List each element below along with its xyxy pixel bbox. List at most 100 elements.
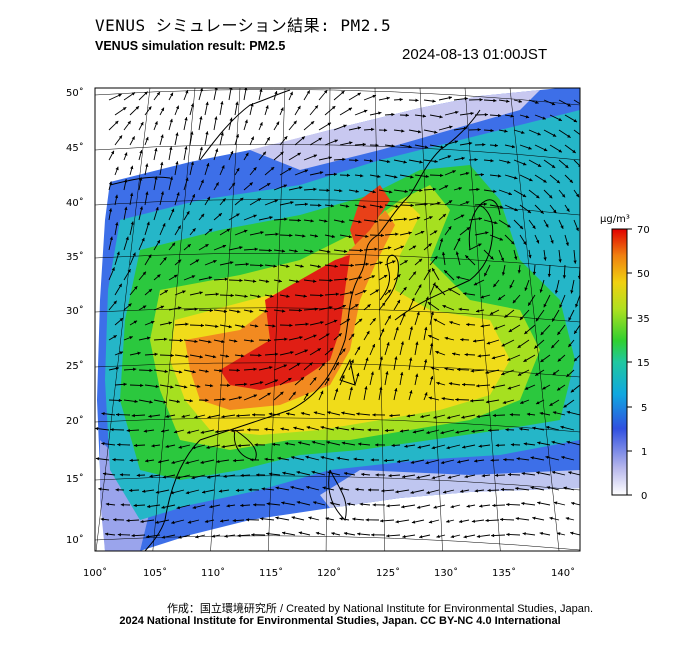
wind-arrow-head <box>315 531 320 536</box>
wind-arrow-head <box>470 399 474 403</box>
wind-arrow-head <box>204 519 209 523</box>
wind-arrow-head <box>293 120 297 125</box>
wind-arrow-head <box>162 475 167 479</box>
wind-arrow-head <box>267 338 272 343</box>
wind-arrow-head <box>194 415 198 419</box>
wind-arrow-head <box>230 293 234 298</box>
wind-arrow-head <box>370 371 374 375</box>
wind-arrow-head <box>410 490 414 495</box>
wind-arrow-head <box>209 383 214 388</box>
wind-arrow-head <box>266 502 270 506</box>
wind-arrow-head <box>349 291 354 295</box>
wind-arrow-head <box>350 263 354 268</box>
wind-arrow-head <box>240 503 244 508</box>
wind-arrow-head <box>343 471 348 476</box>
wind-arrow-head <box>236 414 240 418</box>
wind-arrow-head <box>433 230 438 234</box>
wind-arrow-head <box>278 279 282 283</box>
wind-arrow-head <box>532 225 536 229</box>
wind-arrow-head <box>243 229 248 233</box>
wind-arrow-head <box>116 251 120 256</box>
wind-arrow-head <box>532 426 536 430</box>
wind-arrow-head <box>117 533 121 537</box>
wind-arrow-head <box>218 489 223 493</box>
wind-arrow-head <box>169 146 173 150</box>
wind-arrow-head <box>134 399 138 404</box>
wind-arrow-head <box>236 213 240 217</box>
wind-arrow-head <box>298 308 302 313</box>
wind-arrow-head <box>349 386 353 391</box>
wind-arrow-head <box>358 442 362 446</box>
wind-arrow-head <box>520 400 524 404</box>
wind-arrow-head <box>403 287 407 291</box>
wind-arrow-head <box>570 531 574 535</box>
wind-arrow-head <box>118 283 122 288</box>
wind-arrow-head <box>557 331 561 335</box>
wind-arrow-head <box>424 326 428 331</box>
wind-arrow-head <box>111 150 114 155</box>
wind-arrow-head <box>178 445 182 449</box>
wind-arrow-head <box>374 247 378 251</box>
wind-arrow-head <box>239 197 244 202</box>
coastlines <box>109 89 501 551</box>
wind-arrow-head <box>244 294 248 298</box>
wind-arrow-head <box>284 136 288 140</box>
wind-arrow-head <box>409 357 413 361</box>
wind-arrow-head <box>161 107 164 112</box>
wind-arrow-head <box>575 227 579 232</box>
wind-arrow-head <box>148 254 152 259</box>
wind-arrow-head <box>346 173 351 177</box>
wind-arrow-head <box>199 146 203 151</box>
wind-arrow-head <box>95 457 100 461</box>
wind-arrow-head <box>485 231 489 235</box>
wind-arrow-head <box>393 175 398 179</box>
wind-arrow-head <box>359 502 363 506</box>
wind-arrow-head <box>430 375 434 380</box>
wind-arrow-head <box>146 336 151 340</box>
wind-arrow-head <box>355 487 359 492</box>
wind-arrow-head <box>240 354 245 358</box>
wind-arrow <box>579 175 580 176</box>
wind-arrow-head <box>549 402 553 406</box>
wind-arrow-head <box>327 411 331 415</box>
wind-arrow-head <box>425 296 429 301</box>
wind-arrow-head <box>169 118 173 123</box>
wind-arrow-head <box>95 426 99 431</box>
wind-arrow-head <box>290 350 294 355</box>
wind-arrow-head <box>176 505 180 510</box>
wind-arrow-head <box>135 106 140 110</box>
wind-arrow-head <box>173 430 178 434</box>
wind-arrow-head <box>444 367 448 371</box>
wind-arrow-head <box>177 225 181 230</box>
wind-arrow-head <box>284 442 289 446</box>
wind-arrow-head <box>222 244 227 248</box>
colorbar-label-50: 50 <box>637 269 650 280</box>
wind-arrow-head <box>478 217 482 221</box>
wind-arrow-head <box>200 179 204 184</box>
wind-arrow-head <box>514 256 518 260</box>
wind-arrow-head <box>115 166 119 171</box>
wind-arrow-head <box>145 191 149 195</box>
wind-arrow-head <box>356 372 360 377</box>
wind-arrow-head <box>465 201 470 205</box>
wind-arrow-head <box>430 366 435 370</box>
wind-arrow-head <box>528 146 532 150</box>
wind-arrow-head <box>432 282 436 286</box>
wind-arrow-head <box>124 206 128 211</box>
wind-arrow-head <box>254 324 259 328</box>
wind-arrow-head <box>517 372 522 376</box>
wind-arrow-head <box>270 167 275 171</box>
wind-arrow-head <box>415 98 419 102</box>
wind-arrow-head <box>480 295 484 299</box>
wind-arrow-head <box>176 192 180 196</box>
wind-arrow-head <box>202 490 206 494</box>
wind-arrow-head <box>463 292 467 296</box>
lon-label-110: 110˚ <box>201 567 225 579</box>
wind-arrow-head <box>273 264 277 268</box>
wind-arrow-head <box>551 440 555 445</box>
wind-arrow-head <box>324 90 328 94</box>
wind-arrow-head <box>195 535 199 539</box>
wind-arrow-head <box>523 358 527 362</box>
wind-arrow-head <box>360 174 364 178</box>
wind-arrow-head <box>240 473 244 478</box>
